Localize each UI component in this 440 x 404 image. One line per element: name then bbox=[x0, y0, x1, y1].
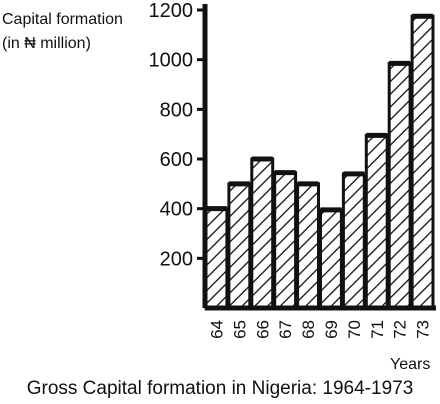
bar-71 bbox=[364, 133, 389, 310]
x-tick-label: 68 bbox=[299, 320, 318, 339]
y-tick-label: 800 bbox=[160, 99, 193, 121]
x-tick-label: 70 bbox=[345, 320, 364, 339]
bar-69 bbox=[319, 208, 343, 310]
x-tick-label: 65 bbox=[230, 320, 249, 339]
bar-67 bbox=[273, 171, 298, 310]
x-tick-label: 64 bbox=[207, 320, 226, 339]
bar-68 bbox=[296, 182, 321, 310]
x-tick-label: 69 bbox=[322, 320, 341, 339]
x-tick-label: 73 bbox=[414, 320, 433, 339]
y-axis-label-line2: (in ₦ million) bbox=[2, 35, 91, 52]
y-tick-label: 1000 bbox=[149, 50, 194, 72]
x-tick-label: 71 bbox=[368, 320, 387, 339]
chart-caption: Gross Capital formation in Nigeria: 1964… bbox=[26, 378, 414, 399]
bar-65 bbox=[227, 182, 252, 310]
x-tick-label: 67 bbox=[276, 320, 295, 339]
y-tick-label: 400 bbox=[160, 199, 193, 221]
bar-66 bbox=[250, 157, 275, 310]
y-tick-label: 600 bbox=[160, 149, 193, 171]
y-tick-label: 200 bbox=[160, 248, 193, 270]
bar-72 bbox=[387, 61, 412, 310]
x-axis-label: Years bbox=[390, 356, 431, 373]
bar-73 bbox=[410, 14, 435, 310]
bar-64 bbox=[204, 207, 229, 310]
y-tick-label: 1200 bbox=[149, 0, 194, 22]
x-tick-label: 66 bbox=[253, 320, 272, 339]
y-axis-label-line1: Capital formation bbox=[2, 11, 123, 28]
bar-70 bbox=[341, 172, 366, 310]
x-tick-label: 72 bbox=[391, 320, 410, 339]
